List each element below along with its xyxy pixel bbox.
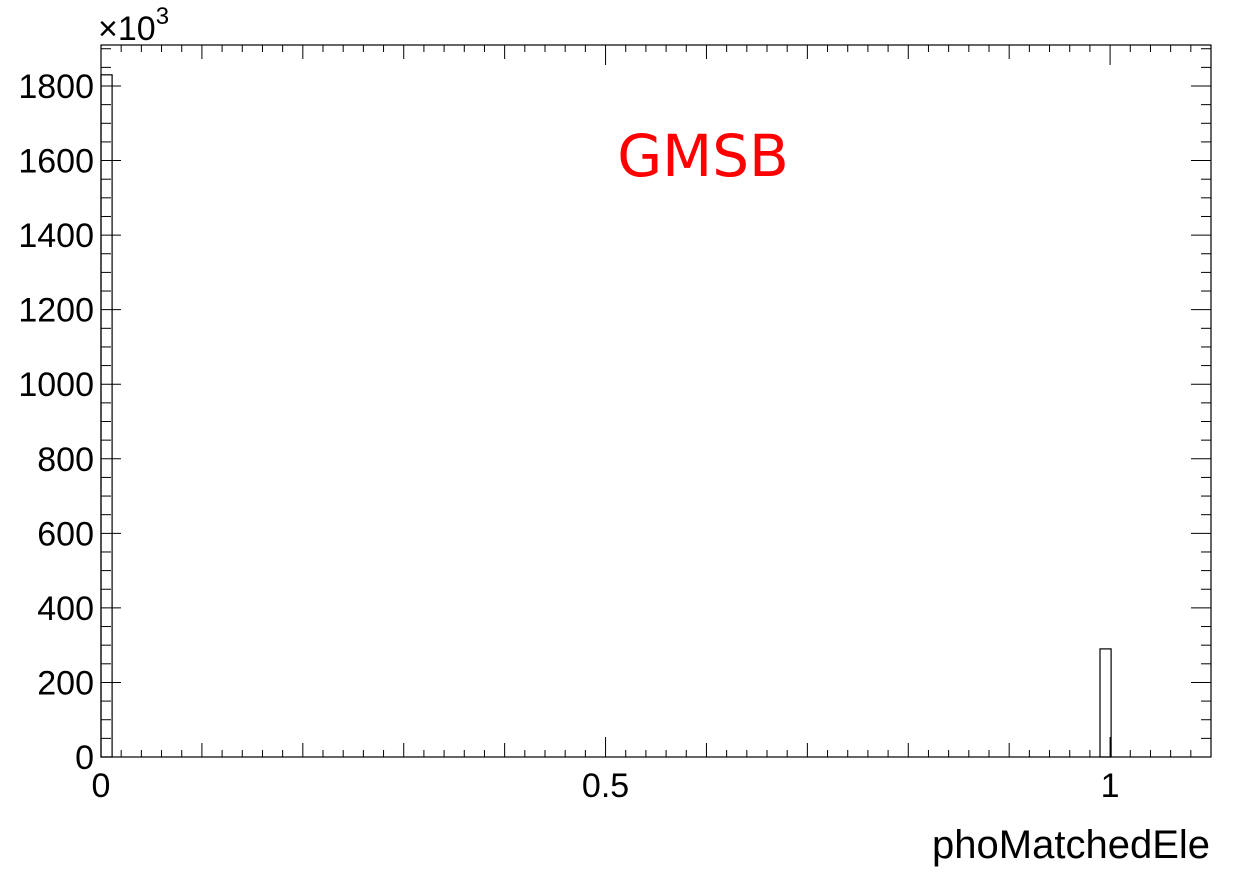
y-tick-label: 800 (37, 441, 94, 479)
y-tick-label: 1000 (18, 366, 94, 404)
x-tick-label: 1 (1101, 767, 1120, 805)
y-tick-label: 200 (37, 664, 94, 702)
y-multiplier-exponent: 3 (156, 3, 169, 30)
tick-labels: 0 200 400 600 800 1000 1200 1400 1600 1800 0 0.5 1 (18, 68, 1119, 805)
histogram-bars (100, 74, 1112, 758)
y-tick-label: 1200 (18, 292, 94, 330)
y-multiplier-base: ×10 (98, 10, 156, 48)
gmsb-annotation: GMSB (617, 122, 789, 190)
axis-ticks (100, 45, 1212, 758)
histogram-bar-0 (100, 74, 113, 758)
y-tick-label: 1400 (18, 217, 94, 255)
y-multiplier: ×103 (98, 3, 169, 48)
y-tick-label: 1600 (18, 143, 94, 181)
plot-frame (100, 44, 1212, 758)
histogram-bar-1 (1099, 648, 1112, 758)
y-tick-label: 1800 (18, 68, 94, 106)
y-tick-label: 0 (75, 739, 94, 777)
x-tick-label: 0 (92, 767, 111, 805)
y-tick-label: 600 (37, 515, 94, 553)
x-tick-label: 0.5 (582, 767, 629, 805)
x-axis-title: phoMatchedEle (932, 823, 1210, 867)
y-tick-label: 400 (37, 590, 94, 628)
